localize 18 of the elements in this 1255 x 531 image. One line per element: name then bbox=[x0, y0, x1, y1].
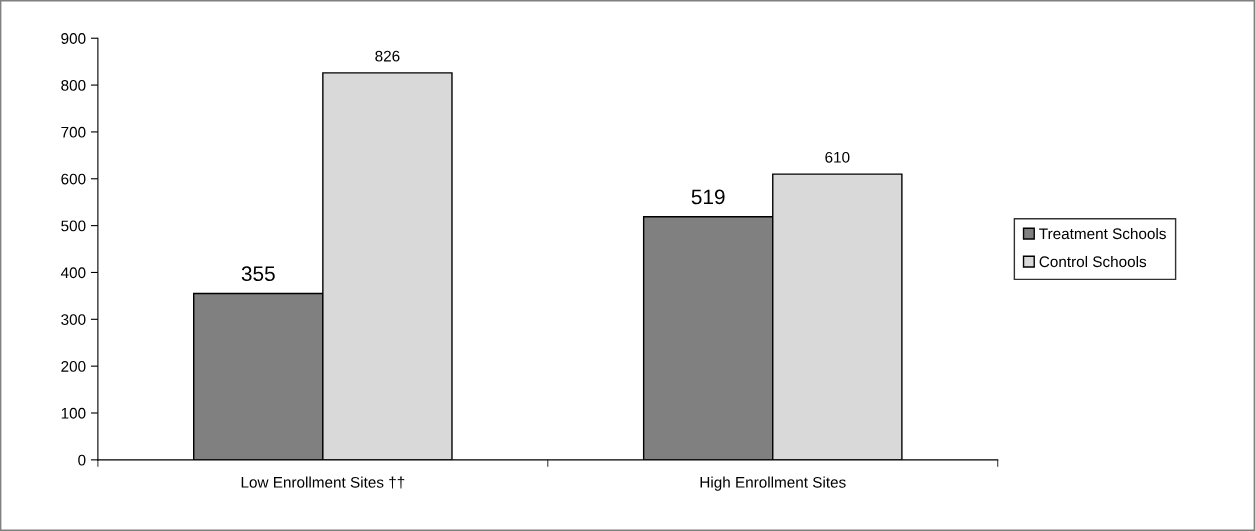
data-label: 610 bbox=[825, 151, 850, 163]
y-tick-label: 700 bbox=[61, 126, 86, 138]
y-tick-label: 300 bbox=[61, 314, 86, 325]
data-label: 826 bbox=[375, 50, 400, 62]
y-tick-label: 400 bbox=[60, 267, 86, 279]
y-tick-label: 100 bbox=[61, 407, 86, 419]
y-tick-label: 500 bbox=[61, 220, 86, 232]
x-tick-label: High Enrollment Sites bbox=[700, 476, 846, 491]
legend-label: Treatment Schools bbox=[1039, 227, 1166, 240]
y-tick-label: 600 bbox=[61, 173, 86, 185]
x-tick-label: Low Enrollment Sites †† bbox=[241, 476, 405, 489]
y-tick-label: 800 bbox=[61, 79, 86, 91]
data-label: 355 bbox=[241, 266, 275, 282]
y-tick-label: 200 bbox=[61, 361, 86, 372]
data-label: 519 bbox=[691, 189, 725, 205]
legend-label: Control Schools bbox=[1039, 255, 1147, 268]
y-tick-label: 900 bbox=[61, 33, 86, 44]
y-tick-label: 0 bbox=[78, 454, 86, 466]
